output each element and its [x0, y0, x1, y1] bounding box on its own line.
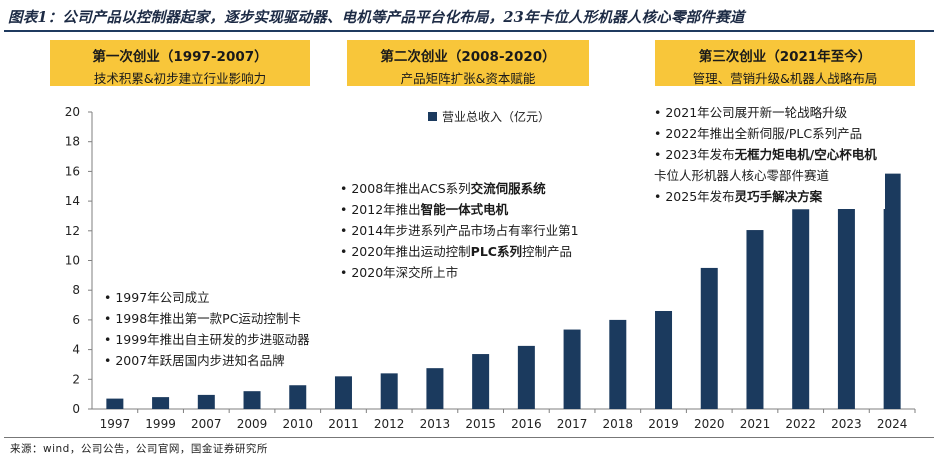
x-tick-label: 2024 [877, 417, 908, 431]
x-tick-label: 1999 [145, 417, 176, 431]
title-rule [4, 30, 934, 32]
bar-2022 [792, 209, 810, 409]
x-tick-label: 2009 [237, 417, 268, 431]
y-tick-label: 12 [65, 224, 80, 238]
x-tick-label: 2021 [740, 417, 771, 431]
source-note: 来源：wind，公司公告，公司官网，国金证券研究所 [10, 443, 268, 455]
phase-1-desc: 技术积累&初步建立行业影响力 [93, 71, 267, 86]
y-tick-label: 0 [72, 402, 80, 416]
x-tick-label: 2020 [694, 417, 725, 431]
y-tick-label: 16 [65, 164, 80, 178]
bar-2018 [609, 319, 627, 409]
milestone-item: • 2008年推出ACS系列交流伺服系统 [340, 181, 546, 196]
milestone-item: • 1999年推出自主研发的步进驱动器 [104, 332, 310, 347]
y-tick-label: 6 [72, 313, 80, 327]
milestone-item: • 2012年推出智能一体式电机 [340, 202, 509, 217]
figure-title: 图表1：公司产品以控制器起家，逐步实现驱动器、电机等产品平台化布局，23年卡位人… [8, 9, 745, 26]
milestone-item: • 2021年公司展开新一轮战略升级 [654, 105, 848, 120]
x-tick-label: 2010 [282, 417, 313, 431]
phase-1-name: 第一次创业（1997-2007） [92, 49, 268, 65]
bar-2015 [472, 354, 490, 409]
bar-2017 [563, 329, 581, 409]
milestone-item: • 2020年推出运动控制PLC系列控制产品 [340, 244, 572, 259]
x-tick-label: 1997 [100, 417, 131, 431]
milestone-item: • 1997年公司成立 [104, 290, 210, 305]
bar-2010 [289, 385, 307, 409]
x-tick-label: 2016 [511, 417, 542, 431]
bar-2023 [837, 198, 855, 409]
phase-2-desc: 产品矩阵扩张&资本赋能 [400, 71, 536, 86]
bottom-rule [4, 437, 934, 438]
phase-box-1: 第一次创业（1997-2007） 技术积累&初步建立行业影响力 [50, 40, 310, 86]
bar-2011 [334, 376, 352, 409]
phase-3-milestones: • 2021年公司展开新一轮战略升级 • 2022年推出全新伺服/PLC系列产品… [650, 100, 885, 209]
y-tick-label: 10 [65, 254, 80, 268]
bar-2021 [746, 230, 764, 409]
x-tick-label: 2023 [831, 417, 862, 431]
bar-2009 [243, 391, 261, 409]
x-tick-label: 2018 [603, 417, 634, 431]
bar-1999 [152, 397, 170, 409]
phase-1-milestones: • 1997年公司成立 • 1998年推出第一款PC运动控制卡 • 1999年推… [100, 285, 318, 373]
phase-box-3: 第三次创业（2021年至今） 管理、营销升级&机器人战略布局 [655, 40, 915, 86]
phase-3-name: 第三次创业（2021年至今） [698, 49, 872, 65]
x-tick-label: 2019 [648, 417, 679, 431]
bar-2012 [380, 373, 398, 409]
milestone-item-continued: 卡位人形机器人核心零部件赛道 [654, 168, 830, 183]
bar-2019 [655, 310, 673, 409]
x-tick-label: 2011 [328, 417, 359, 431]
bar-2007 [197, 394, 215, 409]
bar-1997 [106, 398, 124, 409]
bar-2024 [883, 173, 901, 409]
legend-label: 营业总收入（亿元） [442, 109, 550, 124]
bar-2016 [517, 345, 535, 409]
x-tick-label: 2022 [785, 417, 816, 431]
phase-2-milestones: • 2008年推出ACS系列交流伺服系统 • 2012年推出智能一体式电机 • … [336, 176, 587, 285]
y-tick-label: 4 [72, 343, 80, 357]
y-tick-label: 2 [72, 372, 80, 386]
phase-box-2: 第二次创业（2008-2020） 产品矩阵扩张&资本赋能 [347, 40, 589, 86]
y-tick-label: 8 [72, 283, 80, 297]
x-tick-label: 2012 [374, 417, 405, 431]
bar-2020 [700, 267, 718, 409]
x-tick-label: 2017 [557, 417, 588, 431]
milestone-item: • 2023年发布无框力矩电机/空心杯电机 [654, 147, 877, 162]
legend-swatch [428, 112, 437, 121]
milestone-item: • 2007年跃居国内步进知名品牌 [104, 353, 285, 368]
y-tick-label: 18 [65, 135, 80, 149]
milestone-item: • 2022年推出全新伺服/PLC系列产品 [654, 126, 863, 141]
x-tick-label: 2007 [191, 417, 222, 431]
milestone-item: • 1998年推出第一款PC运动控制卡 [104, 311, 301, 326]
y-tick-label: 20 [65, 105, 80, 119]
phase-3-desc: 管理、营销升级&机器人战略布局 [692, 71, 878, 86]
x-tick-label: 2015 [465, 417, 496, 431]
milestone-item: • 2020年深交所上市 [340, 265, 459, 280]
y-tick-label: 14 [65, 194, 80, 208]
milestone-item: • 2025年发布灵巧手解决方案 [654, 189, 823, 204]
phase-2-name: 第二次创业（2008-2020） [380, 49, 556, 65]
milestone-item: • 2014年步进系列产品市场占有率行业第1 [340, 223, 579, 238]
bar-2013 [426, 368, 444, 409]
x-tick-label: 2013 [420, 417, 451, 431]
